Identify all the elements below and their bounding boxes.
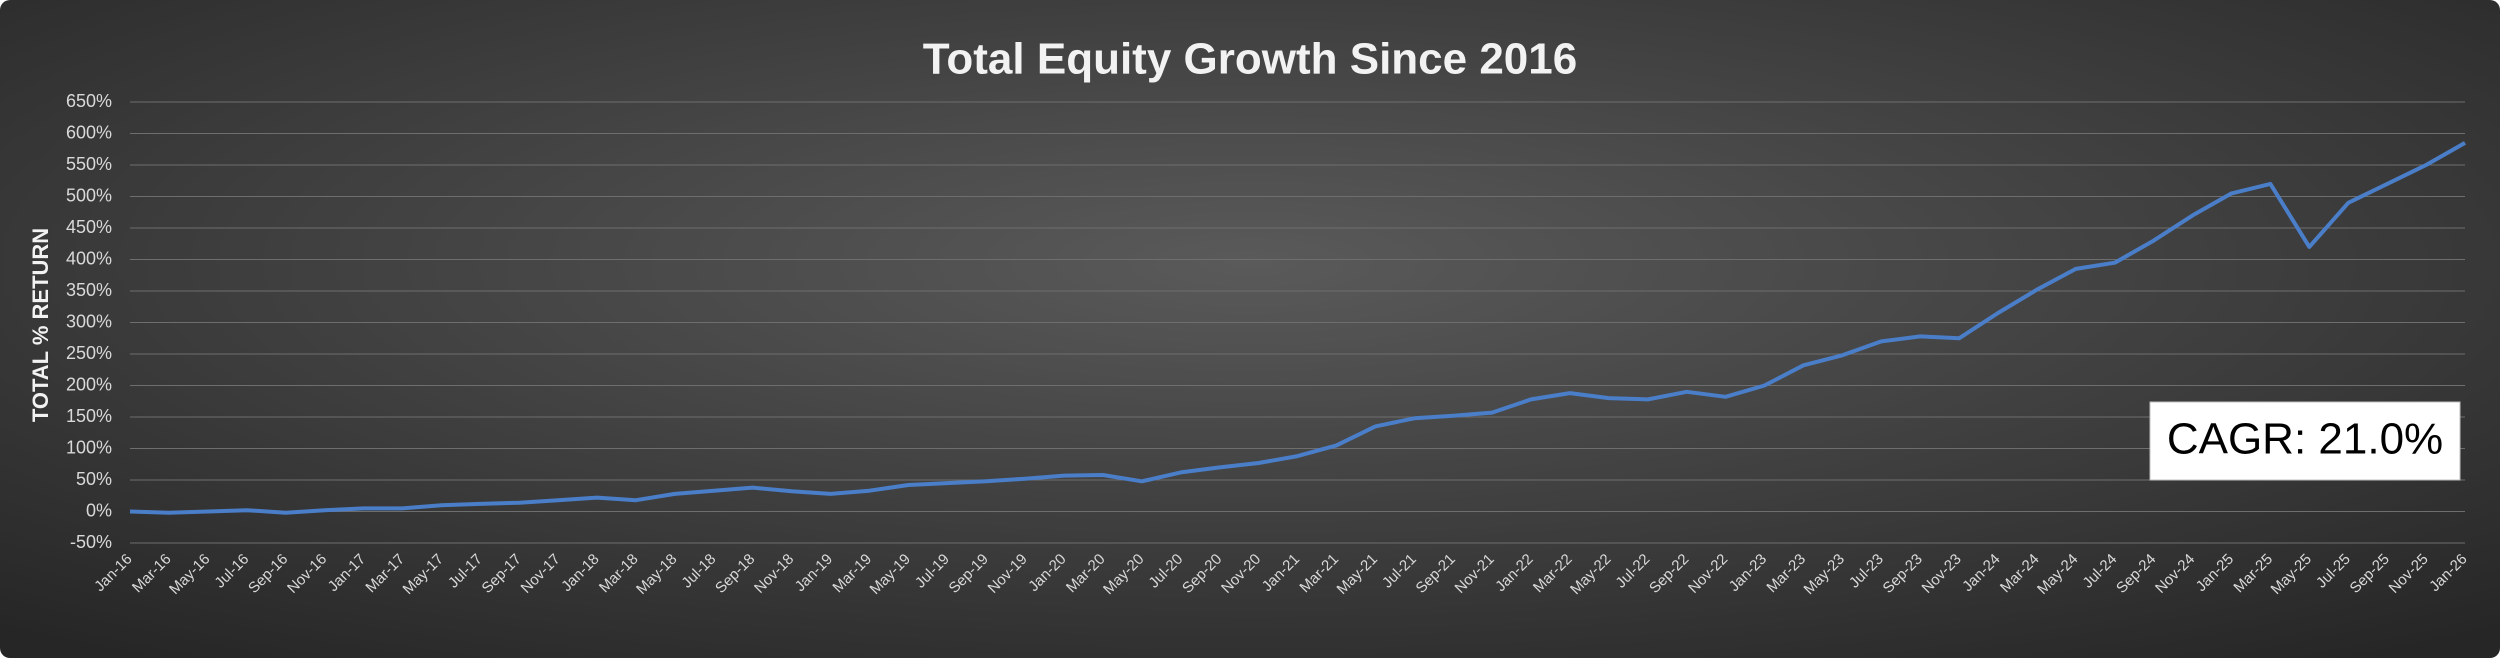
y-tick-label: 0% xyxy=(86,500,112,520)
annotation: CAGR: 21.0% xyxy=(2167,415,2443,464)
y-tick-label: 350% xyxy=(66,280,112,300)
y-tick-label: 650% xyxy=(66,91,112,111)
y-tick-label: 400% xyxy=(66,248,112,268)
y-tick-label: 600% xyxy=(66,122,112,142)
y-tick-label: 550% xyxy=(66,154,112,174)
data-line xyxy=(129,141,2466,515)
y-tick-label: 50% xyxy=(76,469,112,489)
y-tick-label: 250% xyxy=(66,343,112,363)
y-tick-label: 100% xyxy=(66,437,112,457)
chart-title: Total Equity Growth Since 2016 xyxy=(923,35,1577,84)
y-tick-label: 200% xyxy=(66,374,112,394)
y-axis-title: TOTAL % RETURN xyxy=(28,228,53,422)
y-tick-label: -50% xyxy=(70,532,112,552)
y-tick-label: 300% xyxy=(66,311,112,331)
y-tick-label: 450% xyxy=(66,217,112,237)
y-tick-label: 500% xyxy=(66,185,112,205)
annotation-box xyxy=(2149,401,2461,481)
y-tick-label: 150% xyxy=(66,406,112,426)
grid xyxy=(130,101,2465,544)
